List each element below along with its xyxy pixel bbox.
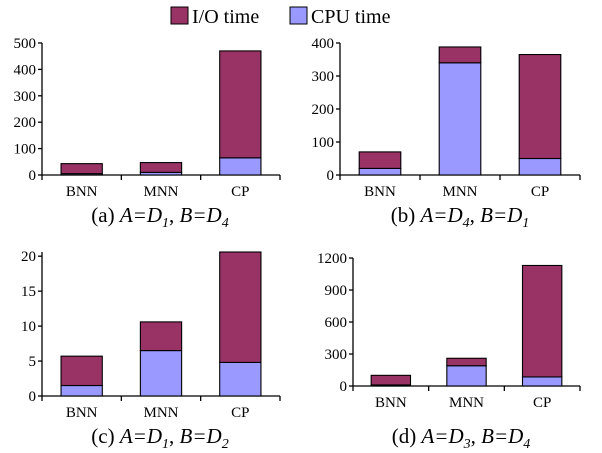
bar-cpu-timecp xyxy=(518,157,562,176)
y-tick-label: 200 xyxy=(14,115,37,131)
chart-caption: (d) A=D3, B=D4 xyxy=(392,424,531,452)
y-tick-label: 0 xyxy=(327,168,335,184)
bar-i-o-timecp xyxy=(518,53,562,160)
bar-i-o-timecp xyxy=(521,264,563,378)
legend-label-cpu: CPU time xyxy=(311,6,391,28)
bar-i-o-timemnn xyxy=(139,321,183,352)
bar-cpu-timecp xyxy=(521,376,563,387)
bar-i-o-timemnn xyxy=(438,46,482,64)
bar-i-o-timemnn xyxy=(446,357,487,367)
legend-swatch-cpu xyxy=(289,6,308,25)
y-tick-label: 900 xyxy=(325,283,348,299)
y-tick-label: 100 xyxy=(14,142,37,158)
y-tick-label: 100 xyxy=(312,135,335,151)
bar-cpu-timecp xyxy=(219,157,262,176)
category-label: BNN xyxy=(375,395,407,411)
bar-i-o-timemnn xyxy=(139,162,183,173)
category-label: BNN xyxy=(66,405,98,421)
bar-cpu-timemnn xyxy=(139,350,183,397)
bar-i-o-timecp xyxy=(219,251,262,363)
y-tick-label: 300 xyxy=(325,347,348,363)
y-tick-label: 1200 xyxy=(317,251,347,267)
chart-caption: (c) A=D1, B=D2 xyxy=(91,424,228,452)
y-tick-label: 400 xyxy=(14,62,37,78)
y-tick-label: 10 xyxy=(21,319,36,335)
y-tick-label: 0 xyxy=(340,379,348,395)
y-tick-label: 300 xyxy=(14,89,37,105)
category-label: MNN xyxy=(143,184,178,200)
bar-i-o-timebnn xyxy=(370,374,412,386)
y-tick-label: 300 xyxy=(312,69,335,85)
category-label: MNN xyxy=(442,184,477,200)
y-tick-label: 400 xyxy=(312,36,335,52)
chart-1: 0 100 200 300 400 BNN MNN CP(b) A=D4, B=D1 xyxy=(312,36,581,231)
bar-i-o-timebnn xyxy=(60,355,103,387)
chart-2: 0 5 10 15 20 BNN MNN CP(c) A=D1, B=D2 xyxy=(21,249,281,452)
y-tick-label: 0 xyxy=(29,168,37,184)
y-tick-label: 5 xyxy=(29,354,37,370)
bar-i-o-timebnn xyxy=(358,151,402,169)
bar-cpu-timemnn xyxy=(438,62,482,176)
legend-swatch-io xyxy=(170,6,189,25)
category-label: BNN xyxy=(66,184,98,200)
bar-cpu-timebnn xyxy=(60,384,103,397)
category-label: MNN xyxy=(143,405,178,421)
bar-cpu-timecp xyxy=(219,361,262,397)
legend: I/O time CPU time xyxy=(170,6,391,28)
y-tick-label: 15 xyxy=(21,284,36,300)
chart-caption: (b) A=D4, B=D1 xyxy=(391,203,530,231)
chart-3: 0 300 600 900 1200 BNN MNN CP(d) A=D3, B=D4 xyxy=(317,251,581,452)
chart-caption: (a) A=D1, B=D4 xyxy=(91,203,228,231)
category-label: CP xyxy=(231,405,249,421)
bar-i-o-timebnn xyxy=(60,163,103,175)
category-label: MNN xyxy=(449,395,484,411)
legend-label-io: I/O time xyxy=(192,6,259,28)
chart-0: 0 100 200 300 400 500 BNN MNN CP(a) A=D1, B=D4 xyxy=(14,36,281,231)
category-label: CP xyxy=(231,184,249,200)
y-tick-label: 20 xyxy=(21,249,36,265)
bar-i-o-timecp xyxy=(219,50,262,159)
category-label: BNN xyxy=(364,184,396,200)
y-tick-label: 500 xyxy=(14,36,37,52)
y-tick-label: 200 xyxy=(312,102,335,118)
bar-cpu-timemnn xyxy=(446,365,487,387)
bar-cpu-timebnn xyxy=(358,167,402,176)
y-tick-label: 600 xyxy=(325,315,348,331)
y-tick-label: 0 xyxy=(29,389,37,405)
category-label: CP xyxy=(531,184,549,200)
category-label: CP xyxy=(533,395,551,411)
